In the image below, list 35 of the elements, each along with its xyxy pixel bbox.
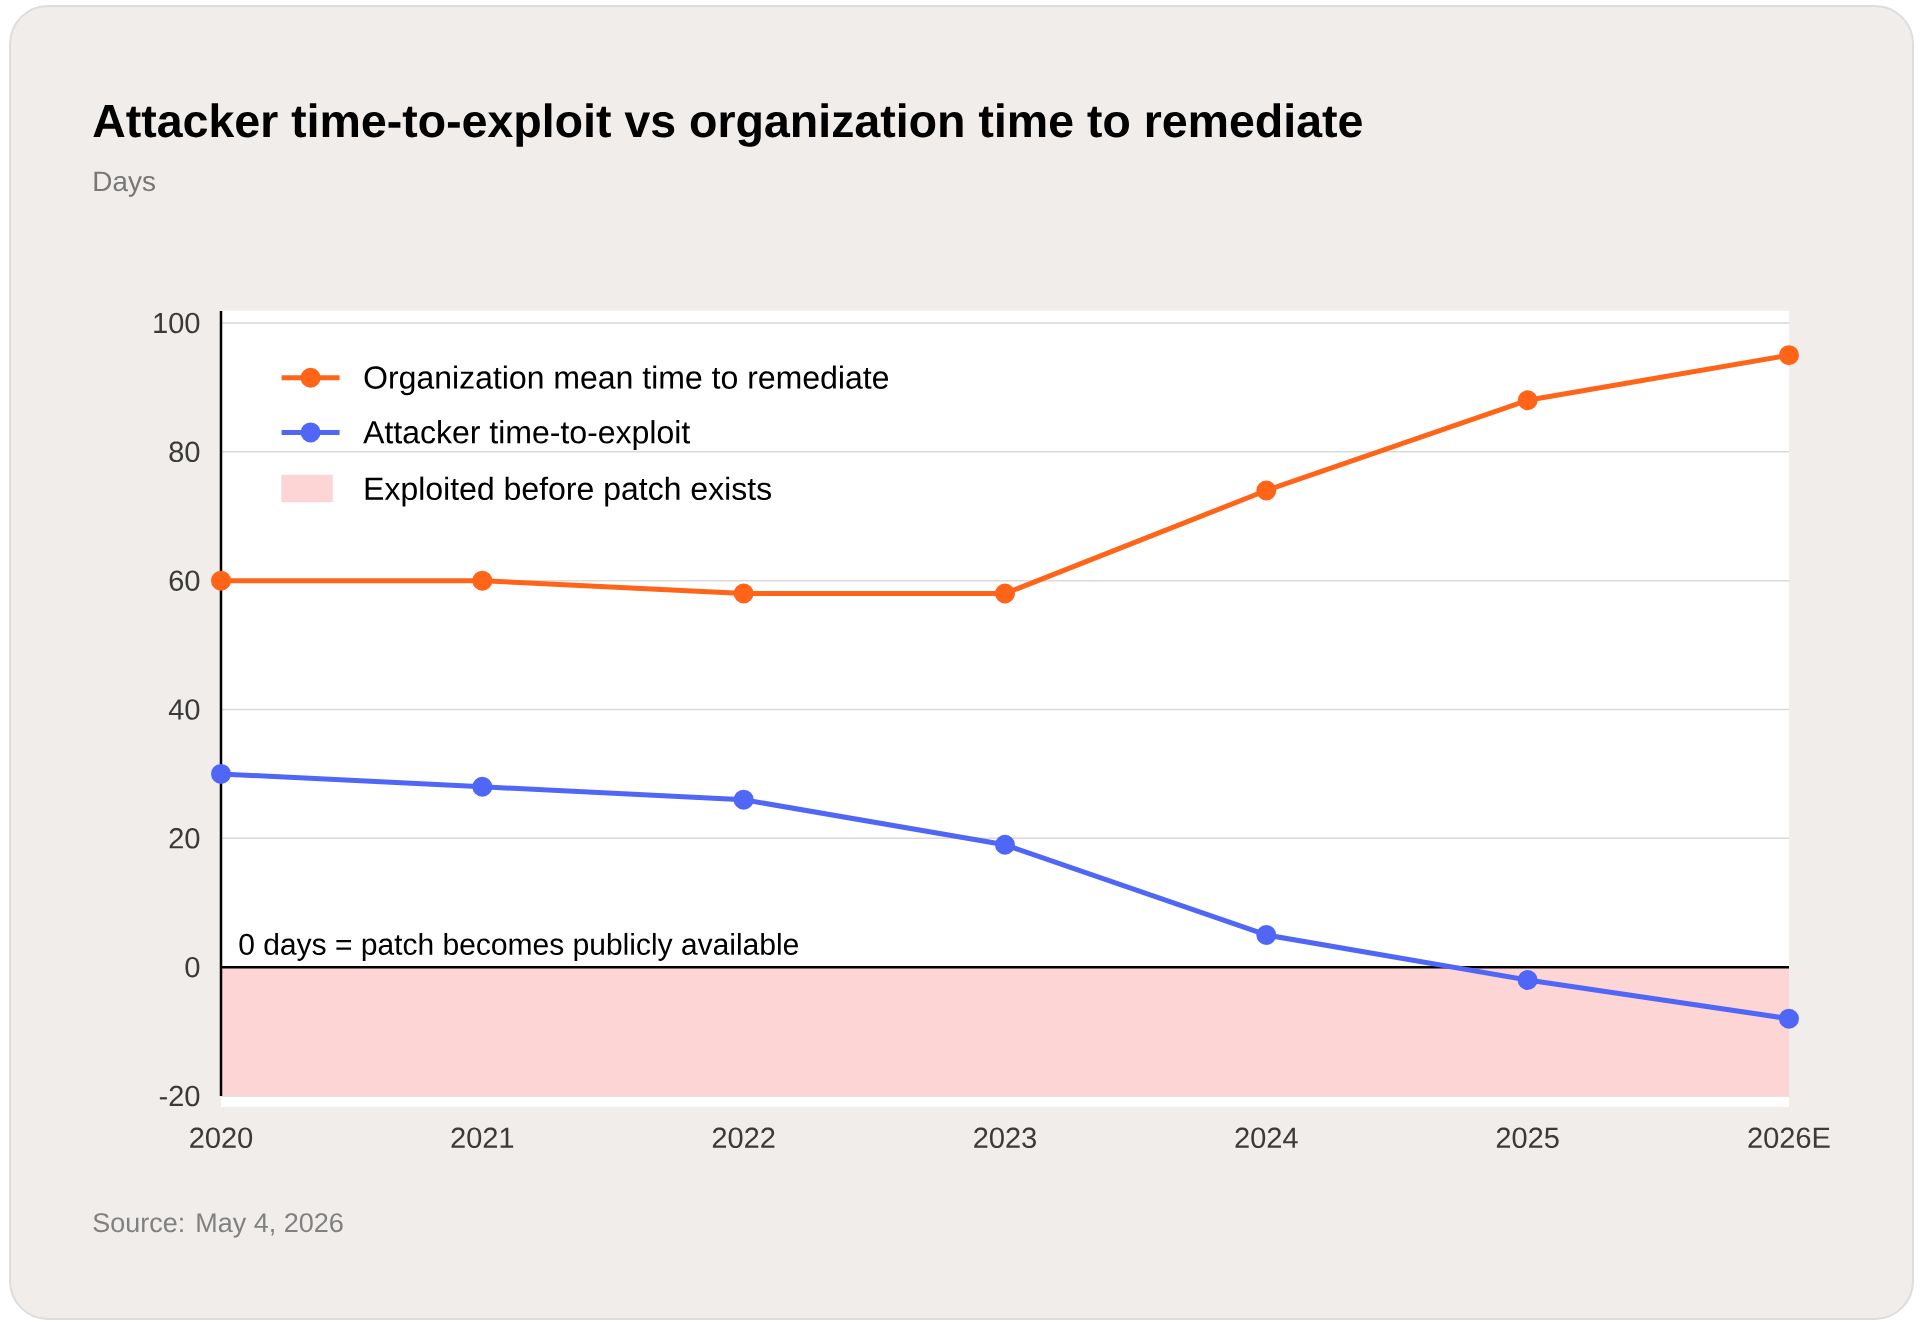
legend-label: Organization mean time to remediate [364, 365, 889, 396]
point [472, 570, 493, 591]
y-tick-label: -20 [159, 1085, 200, 1107]
source-note: Source: May 4, 2026 [93, 1213, 343, 1238]
point [1256, 480, 1277, 501]
point [211, 570, 231, 591]
point [1778, 345, 1799, 366]
chart-title: Attacker time-to-exploit vs organization time to remediate [93, 103, 1362, 147]
point [994, 583, 1015, 604]
x-tick-label: 2025 [1496, 1127, 1559, 1149]
ref-line-label: 0 days = patch becomes publicly available [239, 932, 798, 961]
x-tick-label: 2020 [190, 1127, 253, 1149]
y-tick-label: 100 [154, 312, 200, 334]
point [1517, 970, 1538, 991]
point [1256, 924, 1277, 945]
x-tick-label: 2021 [451, 1127, 514, 1149]
y-tick-label: 60 [169, 570, 200, 591]
legend-label: Exploited before patch exists [365, 476, 771, 507]
point [733, 583, 754, 604]
point [1778, 1008, 1799, 1029]
y-tick-label: 80 [169, 441, 200, 463]
point [733, 789, 754, 810]
chart-subtitle: Days [94, 171, 155, 197]
x-tick-label: 2023 [974, 1127, 1036, 1149]
x-tick-label: 2026E [1748, 1127, 1830, 1149]
y-tick-label: 40 [168, 699, 200, 720]
y-tick-label: 20 [169, 828, 200, 849]
point [472, 776, 493, 797]
y-tick-label: 0 [185, 956, 200, 978]
x-tick-label: 2022 [712, 1127, 775, 1149]
legend-label: Attacker time-to-exploit [363, 420, 691, 450]
point [1517, 390, 1538, 411]
x-tick-label: 2024 [1235, 1127, 1298, 1149]
point [211, 763, 231, 784]
point [994, 834, 1015, 855]
